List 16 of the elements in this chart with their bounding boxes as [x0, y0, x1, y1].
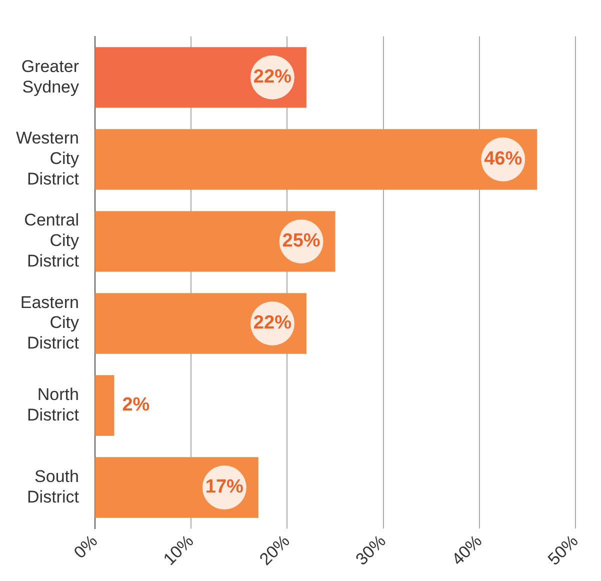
data-label: 2% — [122, 394, 150, 416]
y-tick-label: North District — [27, 384, 80, 424]
x-tick-label: 30% — [352, 531, 390, 569]
y-tick-label: Western City District — [16, 128, 80, 189]
data-label: 22% — [253, 312, 292, 334]
data-label: 46% — [484, 148, 522, 170]
x-tick-label: 50% — [544, 531, 582, 569]
y-tick-label: Eastern City District — [20, 292, 80, 353]
y-tick-label: Central City District — [24, 210, 80, 271]
x-tick-label: 0% — [70, 531, 102, 562]
data-label: 25% — [282, 230, 320, 252]
y-tick-label: Greater Sydney — [21, 56, 80, 96]
data-label: 17% — [205, 476, 244, 498]
x-tick-label: 40% — [448, 531, 486, 569]
data-label: 22% — [253, 66, 292, 88]
y-tick-label: South District — [27, 466, 80, 506]
